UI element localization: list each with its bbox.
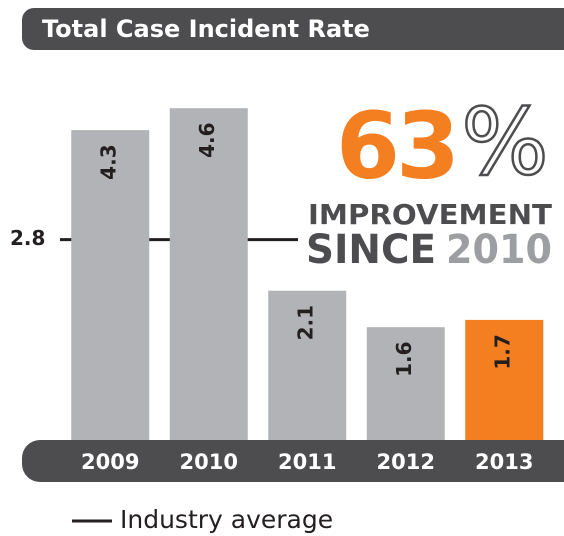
bar [268, 290, 347, 444]
bar [366, 327, 445, 444]
x-tick-label: 2012 [377, 450, 435, 474]
x-labels: 2009 2010 2011 2012 2013 [81, 450, 533, 474]
plot: 4.3 4.6 2.1 1.6 1.7 [60, 108, 544, 444]
headline-number: 63 [336, 92, 456, 199]
reference-value: 2.8 [10, 226, 45, 250]
value-label: 4.6 [195, 122, 219, 157]
legend-label: Industry average [120, 505, 333, 534]
headline-unit: % [461, 88, 548, 195]
x-tick-label: 2009 [81, 450, 139, 474]
x-tick-label: 2010 [180, 450, 238, 474]
headline-year: 2010 [446, 227, 552, 273]
headline-line1: IMPROVEMENT [308, 198, 552, 231]
x-tick-label: 2013 [475, 450, 533, 474]
axis-band [22, 440, 564, 482]
headline-since: SINCE [306, 227, 436, 273]
value-label: 4.3 [97, 144, 121, 179]
value-label: 1.6 [392, 341, 416, 376]
bar [465, 319, 544, 444]
chart-title: Total Case Incident Rate [42, 15, 370, 43]
title-bar [22, 8, 564, 50]
value-label: 1.7 [491, 334, 515, 369]
bar [169, 108, 248, 444]
value-label: 2.1 [294, 305, 318, 340]
x-tick-label: 2011 [278, 450, 336, 474]
bar [71, 130, 150, 444]
